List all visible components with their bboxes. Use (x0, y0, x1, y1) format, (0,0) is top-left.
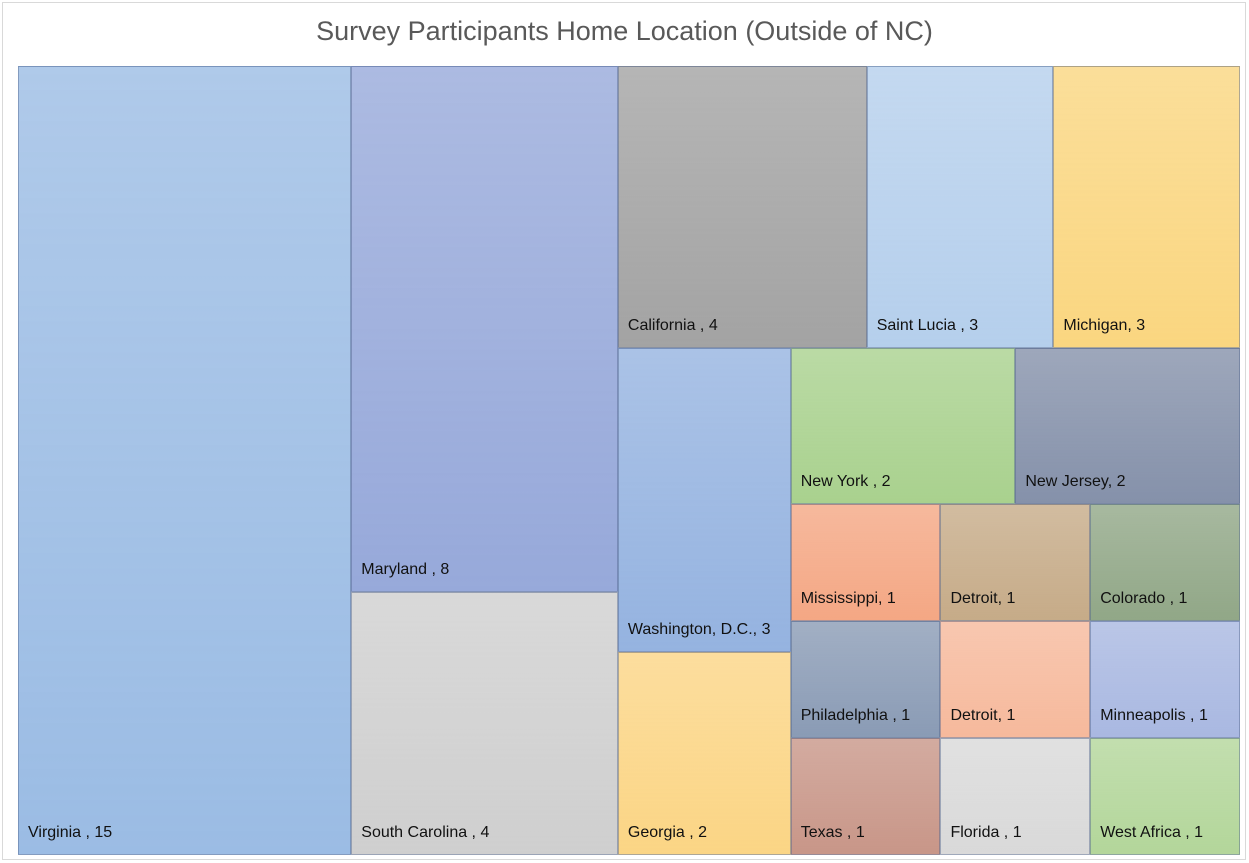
treemap-cell: Detroit, 1 (940, 503, 1091, 621)
cell-label: Georgia , 2 (627, 823, 708, 841)
cell-label: Virginia , 15 (28, 824, 113, 841)
cell-label: South Carolina , 4 (361, 824, 490, 841)
treemap-cell: Michigan, 3 (1053, 66, 1240, 348)
cell-label: New York , 2 (800, 472, 891, 490)
chart-title: Survey Participants Home Location (Outsi… (316, 16, 933, 46)
cell-label: Detroit, 1 (950, 706, 1016, 724)
cell-label: Michigan, 3 (1063, 316, 1146, 334)
treemap-cell: Colorado , 1 (1090, 503, 1240, 621)
plot-area: Virginia , 15 Maryland , 8 South Carolina … (18, 66, 1240, 855)
cell-label: Florida , 1 (950, 823, 1022, 841)
cell-label: West Africa , 1 (1100, 823, 1204, 841)
cell-label: Saint Lucia , 3 (876, 316, 979, 334)
cell-label: Philadelphia , 1 (800, 706, 911, 724)
treemap-cell: Texas , 1 (790, 737, 941, 855)
cell-label: Maryland , 8 (361, 561, 450, 578)
treemap-cell: Mississippi, 1 (790, 503, 941, 621)
treemap-cell: West Africa , 1 (1090, 737, 1240, 855)
cell-label: Minneapolis , 1 (1100, 706, 1208, 724)
treemap-cell: Maryland , 8 (351, 66, 618, 592)
treemap-cell: Philadelphia , 1 (790, 620, 941, 738)
cell-label: Washington, D.C., 3 (627, 621, 771, 639)
treemap-cell: New Jersey, 2 (1015, 347, 1240, 504)
treemap-cell: Georgia , 2 (617, 652, 791, 855)
treemap-cell: Florida , 1 (940, 737, 1091, 855)
treemap-cell: Minneapolis , 1 (1090, 620, 1240, 738)
cell-label: Detroit, 1 (950, 589, 1016, 607)
treemap-cell: Detroit, 1 (940, 620, 1091, 738)
cell-label: Texas , 1 (800, 823, 865, 841)
cell-label: California , 4 (627, 316, 718, 334)
cell-label: Mississippi, 1 (800, 589, 896, 607)
cell-label: New Jersey, 2 (1025, 472, 1126, 490)
treemap-cell: Saint Lucia , 3 (866, 66, 1054, 348)
treemap-cell: South Carolina , 4 (351, 592, 618, 855)
treemap-cell: California , 4 (617, 66, 867, 348)
treemap-cell: Virginia , 15 (18, 66, 352, 855)
cell-label: Colorado , 1 (1100, 589, 1188, 607)
treemap-cell: Washington, D.C., 3 (617, 347, 791, 653)
treemap-cell: New York , 2 (790, 347, 1016, 504)
